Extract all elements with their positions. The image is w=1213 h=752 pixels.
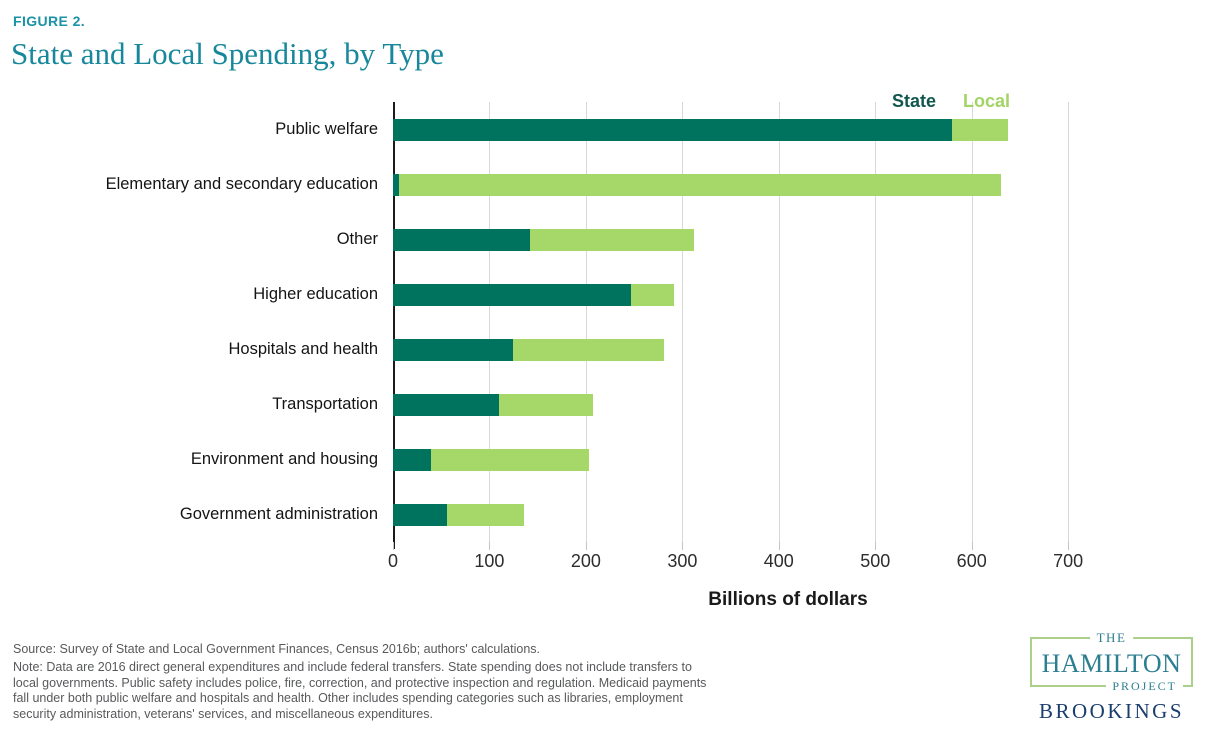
- category-label: Higher education: [253, 285, 378, 303]
- x-tick: [1068, 542, 1070, 550]
- bar-track: [393, 283, 1100, 306]
- gridline: [971, 102, 973, 542]
- logo-hamilton-text: HAMILTON: [1041, 648, 1182, 678]
- x-tick: [971, 542, 973, 550]
- gridline: [1068, 102, 1070, 542]
- bar-segment-local: [952, 118, 1009, 141]
- bar-segment-local: [447, 503, 525, 526]
- x-tick-label: 600: [956, 551, 987, 571]
- bar-track: [393, 118, 1100, 141]
- bar-segment-local: [529, 228, 694, 251]
- category-label: Government administration: [179, 505, 378, 523]
- gridline: [682, 102, 684, 542]
- gridline: [585, 102, 587, 542]
- bar-segment-state: [393, 283, 632, 306]
- category-label: Other: [336, 230, 378, 248]
- chart-row: Other: [0, 212, 1100, 267]
- x-tick: [393, 542, 394, 550]
- chart-row: Government administration: [0, 487, 1100, 542]
- plot-area: State Local 0 100 200 300 400 500 600 700: [388, 91, 1100, 571]
- bar-track: [393, 503, 1100, 526]
- x-tick-label: 700: [1053, 551, 1084, 571]
- bar-segment-local: [398, 173, 1001, 196]
- category-label: Hospitals and health: [228, 340, 378, 358]
- logo-the-text: THE: [1089, 630, 1134, 646]
- bar-segment-state: [393, 503, 447, 526]
- gridline: [778, 102, 780, 542]
- bar-segment-state: [393, 448, 431, 471]
- bar-track: [393, 173, 1100, 196]
- figure-label: FIGURE 2.: [13, 13, 86, 29]
- source-text: Source: Survey of State and Local Govern…: [13, 642, 540, 656]
- bar-segment-state: [393, 118, 953, 141]
- brookings-logo: BROOKINGS: [1038, 699, 1184, 723]
- chart-footnote: Source: Survey of State and Local Govern…: [13, 642, 710, 725]
- chart-rows: Public welfare Elementary and secondary e…: [0, 102, 1100, 542]
- x-tick-label: 400: [763, 551, 794, 571]
- bar-segment-state: [393, 338, 513, 361]
- x-tick: [875, 542, 877, 550]
- hamilton-brookings-logo: THE HAMILTON PROJECT BROOKINGS: [1030, 630, 1193, 724]
- legend-local-label: Local: [962, 91, 1010, 111]
- bar-segment-local: [631, 283, 674, 306]
- chart-row: Hospitals and health: [0, 322, 1100, 377]
- x-tick-label: 0: [387, 551, 399, 571]
- gridline: [875, 102, 877, 542]
- category-label: Elementary and secondary education: [105, 175, 378, 193]
- y-axis-line: [393, 102, 395, 549]
- x-tick: [778, 542, 780, 550]
- chart-legend: State Local: [393, 91, 1010, 112]
- logo-project-text: PROJECT: [1106, 679, 1183, 694]
- note-text: Note: Data are 2016 direct general expen…: [13, 659, 707, 721]
- x-tick: [585, 542, 587, 550]
- x-tick-label: 200: [570, 551, 601, 571]
- bar-track: [393, 393, 1100, 416]
- chart-row: Environment and housing: [0, 432, 1100, 487]
- hamilton-project-logo: THE HAMILTON PROJECT: [1030, 630, 1193, 694]
- page-title: State and Local Spending, by Type: [11, 36, 444, 71]
- category-label: Public welfare: [275, 120, 378, 138]
- x-tick-label: 100: [474, 551, 505, 571]
- x-tick-label: 500: [860, 551, 891, 571]
- gridline: [489, 102, 491, 542]
- bar-track: [393, 448, 1100, 471]
- legend-state-label: State: [891, 91, 936, 111]
- x-tick: [489, 542, 491, 550]
- chart-row: Public welfare: [0, 102, 1100, 157]
- category-label: Environment and housing: [190, 450, 378, 468]
- chart-row: Elementary and secondary education: [0, 157, 1100, 212]
- bar-segment-local: [430, 448, 589, 471]
- bar-segment-local: [499, 393, 593, 416]
- bar-track: [393, 338, 1100, 361]
- x-axis-title: Billions of dollars: [708, 589, 868, 610]
- chart-row: Transportation: [0, 377, 1100, 432]
- stacked-bar-chart: State Local 0 100 200 300 400 500 600 700 Publi…: [0, 91, 1110, 617]
- bar-segment-state: [393, 393, 500, 416]
- x-axis-tick-labels: 0 100 200 300 400 500 600 700: [388, 551, 1100, 573]
- bar-track: [393, 228, 1100, 251]
- bar-segment-local: [512, 338, 665, 361]
- chart-row: Higher education: [0, 267, 1100, 322]
- x-tick: [682, 542, 684, 550]
- bar-segment-state: [393, 228, 530, 251]
- category-label: Transportation: [272, 395, 378, 413]
- x-axis-ticks: [393, 542, 1100, 550]
- x-tick-label: 300: [667, 551, 698, 571]
- bar-segment-state: [393, 173, 399, 196]
